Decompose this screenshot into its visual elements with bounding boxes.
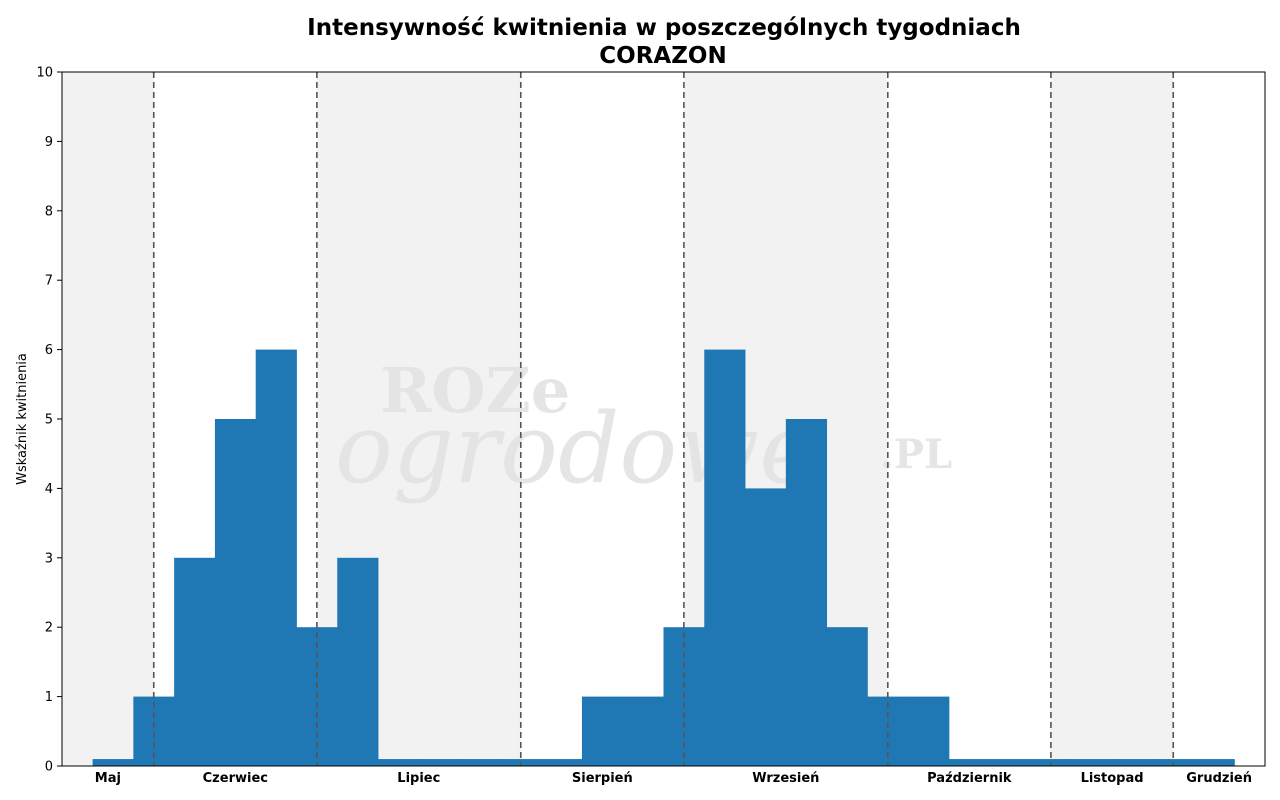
bar	[92, 759, 134, 766]
y-tick-label: 0	[45, 760, 53, 775]
month-label: Czerwiec	[203, 771, 268, 786]
bar	[337, 557, 379, 766]
month-band	[62, 72, 154, 766]
bar	[989, 759, 1031, 766]
month-band	[1173, 72, 1265, 766]
bar	[948, 759, 991, 766]
bar	[581, 696, 624, 766]
month-band	[520, 72, 684, 766]
month-label: Lipiec	[397, 771, 440, 786]
bar	[174, 557, 216, 766]
bar	[1071, 759, 1113, 766]
y-tick-label: 1	[45, 690, 53, 705]
bar	[908, 696, 950, 766]
bar	[1112, 759, 1154, 766]
bar	[704, 349, 746, 766]
month-label: Wrzesień	[752, 771, 819, 786]
bar	[541, 759, 583, 766]
y-axis-label: Wskaźnik kwitnienia	[15, 353, 30, 485]
month-separators	[152, 72, 1175, 766]
bar	[214, 419, 257, 766]
month-label: Listopad	[1081, 771, 1144, 786]
watermark-pl: .PL	[880, 431, 952, 478]
y-tick-label: 10	[36, 66, 53, 81]
month-band	[1050, 72, 1174, 766]
bar	[459, 759, 501, 766]
bar	[418, 759, 461, 766]
y-tick-label: 6	[45, 343, 53, 358]
y-tick-label: 7	[45, 274, 53, 289]
bar	[785, 419, 828, 766]
month-label: Maj	[95, 771, 121, 786]
bar	[745, 488, 787, 766]
y-tick-label: 4	[45, 482, 53, 497]
x-axis: Maj Czerwiec Lipiec Sierpień Wrzesień Paździe…	[95, 771, 1252, 786]
y-tick-label: 2	[45, 621, 53, 636]
watermark-roze: ROZe	[380, 354, 570, 427]
chart-title: Intensywność kwitnienia w poszczególnych…	[307, 15, 1021, 41]
bar	[1193, 759, 1235, 766]
y-tick-label: 5	[45, 413, 53, 428]
month-label: Grudzień	[1186, 771, 1252, 786]
bar	[622, 696, 664, 766]
bar	[255, 349, 297, 766]
chart-subtitle: CORAZON	[599, 43, 726, 69]
y-tick-label: 9	[45, 135, 53, 150]
y-tick-label: 8	[45, 204, 53, 219]
month-label: Październik	[927, 771, 1012, 786]
y-axis: 0 1 2 3 4 5 6 7 8 9 10	[36, 66, 62, 775]
bar	[378, 759, 420, 766]
month-label: Sierpień	[572, 771, 633, 786]
bar	[826, 627, 868, 766]
y-tick-label: 3	[45, 551, 53, 566]
month-band	[887, 72, 1051, 766]
